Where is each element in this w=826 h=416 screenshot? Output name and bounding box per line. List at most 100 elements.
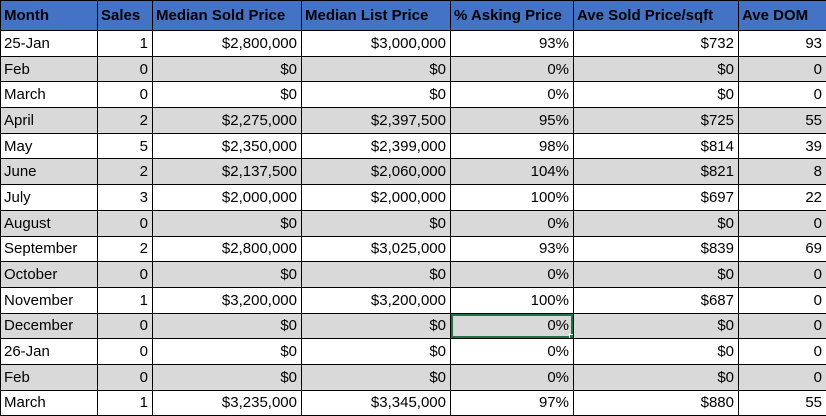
cell-median-sold-price-row3[interactable]: $2,275,000 — [152, 107, 302, 134]
cell-month-row5[interactable]: June — [0, 158, 98, 186]
cell-median-sold-price-row8[interactable]: $2,800,000 — [152, 235, 302, 263]
cell-month-row11[interactable]: December — [0, 312, 98, 340]
cell-median-sold-price-row0[interactable]: $2,800,000 — [152, 30, 302, 57]
cell-ave-dom-row3[interactable]: 55 — [738, 107, 826, 134]
cell-pct-asking-price-row8[interactable]: 93% — [450, 235, 574, 263]
cell-pct-asking-price-row7[interactable]: 0% — [450, 209, 574, 237]
cell-median-list-price-row8[interactable]: $3,025,000 — [301, 235, 451, 263]
cell-sales-row8[interactable]: 2 — [97, 235, 153, 263]
cell-month-row9[interactable]: October — [0, 261, 98, 288]
cell-ave-dom-row10[interactable]: 0 — [738, 286, 826, 314]
cell-median-list-price-row14[interactable]: $3,345,000 — [301, 389, 451, 416]
cell-ave-sold-price-sqft-row3[interactable]: $725 — [573, 107, 739, 134]
cell-ave-sold-price-sqft-row11[interactable]: $0 — [573, 312, 739, 340]
cell-pct-asking-price-row14[interactable]: 97% — [450, 389, 574, 416]
cell-sales-row13[interactable]: 0 — [97, 363, 153, 391]
cell-month-row7[interactable]: August — [0, 209, 98, 237]
cell-ave-dom-row4[interactable]: 39 — [738, 132, 826, 160]
cell-median-list-price-row1[interactable]: $0 — [301, 55, 451, 83]
cell-ave-dom-row11[interactable]: 0 — [738, 312, 826, 340]
cell-sales-row14[interactable]: 1 — [97, 389, 153, 416]
cell-ave-dom-row13[interactable]: 0 — [738, 363, 826, 391]
cell-ave-sold-price-sqft-row9[interactable]: $0 — [573, 261, 739, 288]
header-month[interactable]: Month — [0, 0, 98, 31]
cell-median-sold-price-row2[interactable]: $0 — [152, 81, 302, 109]
cell-pct-asking-price-row6[interactable]: 100% — [450, 184, 574, 211]
header-median-list-price[interactable]: Median List Price — [301, 0, 451, 31]
cell-median-list-price-row5[interactable]: $2,060,000 — [301, 158, 451, 186]
cell-ave-sold-price-sqft-row4[interactable]: $814 — [573, 132, 739, 160]
cell-pct-asking-price-row2[interactable]: 0% — [450, 81, 574, 109]
cell-sales-row1[interactable]: 0 — [97, 55, 153, 83]
cell-ave-dom-row6[interactable]: 22 — [738, 184, 826, 211]
cell-pct-asking-price-row12[interactable]: 0% — [450, 338, 574, 365]
cell-median-list-price-row9[interactable]: $0 — [301, 261, 451, 288]
cell-month-row10[interactable]: November — [0, 286, 98, 314]
cell-ave-sold-price-sqft-row12[interactable]: $0 — [573, 338, 739, 365]
cell-median-sold-price-row6[interactable]: $2,000,000 — [152, 184, 302, 211]
cell-ave-dom-row9[interactable]: 0 — [738, 261, 826, 288]
cell-ave-sold-price-sqft-row5[interactable]: $821 — [573, 158, 739, 186]
cell-median-list-price-row7[interactable]: $0 — [301, 209, 451, 237]
cell-median-list-price-row2[interactable]: $0 — [301, 81, 451, 109]
cell-median-sold-price-row13[interactable]: $0 — [152, 363, 302, 391]
cell-sales-row12[interactable]: 0 — [97, 338, 153, 365]
cell-ave-dom-row14[interactable]: 55 — [738, 389, 826, 416]
cell-median-sold-price-row10[interactable]: $3,200,000 — [152, 286, 302, 314]
header-pct-asking-price[interactable]: % Asking Price — [450, 0, 574, 31]
cell-sales-row5[interactable]: 2 — [97, 158, 153, 186]
cell-median-list-price-row3[interactable]: $2,397,500 — [301, 107, 451, 134]
cell-month-row13[interactable]: Feb — [0, 363, 98, 391]
cell-sales-row4[interactable]: 5 — [97, 132, 153, 160]
cell-ave-dom-row7[interactable]: 0 — [738, 209, 826, 237]
cell-median-list-price-row12[interactable]: $0 — [301, 338, 451, 365]
cell-median-sold-price-row4[interactable]: $2,350,000 — [152, 132, 302, 160]
cell-pct-asking-price-row1[interactable]: 0% — [450, 55, 574, 83]
cell-ave-dom-row5[interactable]: 8 — [738, 158, 826, 186]
cell-month-row3[interactable]: April — [0, 107, 98, 134]
cell-pct-asking-price-row3[interactable]: 95% — [450, 107, 574, 134]
cell-ave-dom-row2[interactable]: 0 — [738, 81, 826, 109]
cell-sales-row9[interactable]: 0 — [97, 261, 153, 288]
cell-median-list-price-row0[interactable]: $3,000,000 — [301, 30, 451, 57]
cell-sales-row10[interactable]: 1 — [97, 286, 153, 314]
cell-median-list-price-row13[interactable]: $0 — [301, 363, 451, 391]
cell-ave-sold-price-sqft-row2[interactable]: $0 — [573, 81, 739, 109]
cell-median-sold-price-row11[interactable]: $0 — [152, 312, 302, 340]
cell-sales-row2[interactable]: 0 — [97, 81, 153, 109]
cell-pct-asking-price-row13[interactable]: 0% — [450, 363, 574, 391]
cell-pct-asking-price-row4[interactable]: 98% — [450, 132, 574, 160]
cell-ave-sold-price-sqft-row13[interactable]: $0 — [573, 363, 739, 391]
cell-month-row1[interactable]: Feb — [0, 55, 98, 83]
cell-month-row2[interactable]: March — [0, 81, 98, 109]
cell-sales-row0[interactable]: 1 — [97, 30, 153, 57]
cell-month-row12[interactable]: 26-Jan — [0, 338, 98, 365]
cell-median-list-price-row10[interactable]: $3,200,000 — [301, 286, 451, 314]
cell-median-list-price-row6[interactable]: $2,000,000 — [301, 184, 451, 211]
cell-ave-dom-row8[interactable]: 69 — [738, 235, 826, 263]
cell-month-row4[interactable]: May — [0, 132, 98, 160]
cell-pct-asking-price-row0[interactable]: 93% — [450, 30, 574, 57]
cell-sales-row11[interactable]: 0 — [97, 312, 153, 340]
cell-ave-dom-row1[interactable]: 0 — [738, 55, 826, 83]
cell-ave-sold-price-sqft-row7[interactable]: $0 — [573, 209, 739, 237]
cell-pct-asking-price-row10[interactable]: 100% — [450, 286, 574, 314]
cell-ave-sold-price-sqft-row14[interactable]: $880 — [573, 389, 739, 416]
cell-median-sold-price-row5[interactable]: $2,137,500 — [152, 158, 302, 186]
cell-pct-asking-price-row5[interactable]: 104% — [450, 158, 574, 186]
cell-median-list-price-row11[interactable]: $0 — [301, 312, 451, 340]
cell-ave-sold-price-sqft-row8[interactable]: $839 — [573, 235, 739, 263]
cell-month-row8[interactable]: September — [0, 235, 98, 263]
selected-cell-pct-asking-price-row11[interactable]: 0% — [450, 312, 574, 340]
cell-ave-sold-price-sqft-row0[interactable]: $732 — [573, 30, 739, 57]
cell-pct-asking-price-row9[interactable]: 0% — [450, 261, 574, 288]
cell-median-sold-price-row1[interactable]: $0 — [152, 55, 302, 83]
cell-ave-sold-price-sqft-row1[interactable]: $0 — [573, 55, 739, 83]
header-sales[interactable]: Sales — [97, 0, 153, 31]
cell-ave-sold-price-sqft-row6[interactable]: $697 — [573, 184, 739, 211]
cell-sales-row3[interactable]: 2 — [97, 107, 153, 134]
cell-sales-row7[interactable]: 0 — [97, 209, 153, 237]
header-ave-dom[interactable]: Ave DOM — [738, 0, 826, 31]
cell-median-sold-price-row12[interactable]: $0 — [152, 338, 302, 365]
cell-sales-row6[interactable]: 3 — [97, 184, 153, 211]
